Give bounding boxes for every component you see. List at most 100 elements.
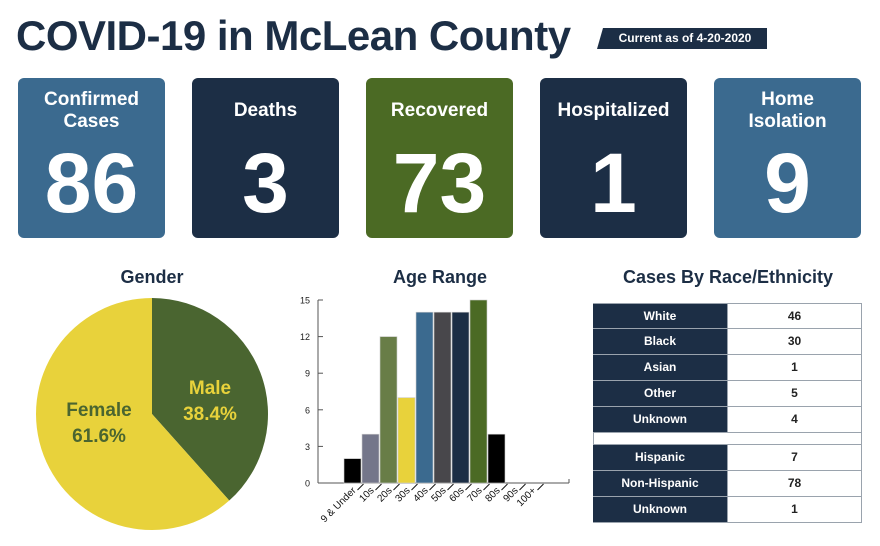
table-row-value: 30: [728, 329, 862, 354]
table-row-label: Non-Hispanic: [593, 471, 728, 496]
bar-70s: [469, 299, 488, 484]
x-tick: [465, 483, 472, 491]
y-tick-label: 12: [300, 332, 310, 342]
x-tick-label: 30s: [393, 485, 412, 504]
x-tick-label-text: 60s: [447, 485, 466, 504]
bar-80s: [487, 433, 506, 484]
card-label-line: Isolation: [748, 111, 827, 132]
card-value: 1: [590, 136, 637, 230]
table-row: Unknown 4: [593, 407, 862, 433]
x-tick-label: 70s: [465, 485, 484, 504]
x-tick-label-text: 50s: [429, 485, 448, 504]
bar-40s: [415, 311, 434, 484]
x-tick: [393, 483, 400, 491]
x-tick-label: 50s: [429, 485, 448, 504]
table-row-label: Unknown: [593, 407, 728, 432]
gender-chart-title: Gender: [120, 267, 184, 287]
x-tick: [375, 483, 382, 491]
card-label-line: Recovered: [390, 100, 489, 121]
x-tick-label-text: 70s: [465, 485, 484, 504]
race-ethnicity-table: White 46 Black 30 Asian 1 Other 5 Unknown 4 Hispan…: [593, 303, 862, 523]
x-tick-label-text: 10s: [357, 485, 376, 504]
x-tick-label: 40s: [411, 485, 430, 504]
stat-card-deaths: Deaths 3: [192, 78, 339, 238]
x-tick-label: 10s: [357, 485, 376, 504]
table-row-value: 1: [728, 497, 862, 522]
pie-slice-male: [152, 298, 268, 501]
y-tick-label: 9: [305, 369, 310, 379]
x-tick: [519, 483, 526, 491]
x-tick: [429, 483, 436, 491]
page-title: COVID-19 in McLean County: [16, 12, 571, 59]
stat-card-confirmed: Confirmed Cases 86: [18, 78, 165, 238]
gender-pie-chart: Male 38.4% Female 61.6%: [35, 298, 268, 530]
table-row: Black 30: [593, 329, 862, 355]
x-tick-label-text: 20s: [375, 485, 394, 504]
x-tick-label-text: 9 & Under: [319, 485, 359, 525]
table-row-value: 46: [728, 304, 862, 328]
race-table-title: Cases By Race/Ethnicity: [622, 267, 834, 287]
bar-20s: [379, 336, 398, 484]
age-bar-chart: 0 3 6 9 12 15 9 & Under10s20s30s40s50s60s70s8…: [300, 296, 570, 525]
y-tick-label: 15: [300, 296, 310, 306]
x-tick: [483, 483, 490, 491]
table-row-label: White: [593, 304, 728, 328]
card-label-line: Cases: [63, 111, 120, 132]
date-badge: Current as of 4-20-2020: [597, 28, 767, 49]
card-label-line: Confirmed: [44, 89, 139, 110]
table-spacer: [593, 433, 862, 445]
table-row-label: Asian: [593, 355, 728, 380]
x-tick-label-text: 80s: [483, 485, 502, 504]
table-row-label: Hispanic: [593, 445, 728, 470]
card-value: 9: [764, 136, 811, 230]
x-tick: [537, 483, 544, 491]
bar-50s: [433, 311, 452, 484]
pie-value-male: 38.4%: [183, 404, 237, 425]
card-value: 3: [242, 136, 289, 230]
x-tick: [447, 483, 454, 491]
table-row: Other 5: [593, 381, 862, 407]
pie-label-female: Female: [66, 400, 131, 421]
x-tick: [501, 483, 508, 491]
card-label-line: Home: [761, 89, 814, 110]
stat-card-home-isolation: Home Isolation 9: [714, 78, 861, 238]
table-row: Asian 1: [593, 355, 862, 381]
x-tick-label-text: 40s: [411, 485, 430, 504]
y-tick-label: 0: [305, 479, 310, 489]
x-tick-label: 100+: [515, 485, 539, 509]
bar-30s: [397, 397, 416, 484]
stat-card-recovered: Recovered 73: [366, 78, 513, 238]
x-tick-label: 60s: [447, 485, 466, 504]
table-row: Unknown 1: [593, 497, 862, 523]
x-tick: [357, 483, 364, 491]
y-tick-label: 3: [305, 442, 310, 452]
x-tick-label: 20s: [375, 485, 394, 504]
card-label-line: Hospitalized: [557, 100, 670, 121]
table-row-label: Other: [593, 381, 728, 406]
table-row: White 46: [593, 303, 862, 329]
card-value: 86: [44, 136, 139, 230]
table-row-value: 78: [728, 471, 862, 496]
pie-value-female: 61.6%: [72, 426, 126, 447]
bar-10s: [361, 433, 380, 484]
age-chart-title: Age Range: [392, 267, 488, 287]
y-tick-label: 6: [305, 405, 310, 415]
bar-60s: [451, 311, 470, 484]
x-tick-label-text: 30s: [393, 485, 412, 504]
table-row-label: Black: [593, 329, 728, 354]
pie-label-male: Male: [189, 378, 231, 399]
table-row-value: 1: [728, 355, 862, 380]
card-label-line: Deaths: [233, 100, 298, 121]
x-tick-label: 80s: [483, 485, 502, 504]
table-row-value: 5: [728, 381, 862, 406]
card-value: 73: [392, 136, 487, 230]
table-row-value: 4: [728, 407, 862, 432]
x-tick-label-text: 100+: [515, 485, 539, 509]
table-row-value: 7: [728, 445, 862, 470]
table-row-label: Unknown: [593, 497, 728, 522]
bar-9-under: [343, 458, 362, 484]
table-row: Non-Hispanic 78: [593, 471, 862, 497]
table-row: Hispanic 7: [593, 445, 862, 471]
pie-slice-female: [35, 298, 230, 530]
stat-card-hospitalized: Hospitalized 1: [540, 78, 687, 238]
